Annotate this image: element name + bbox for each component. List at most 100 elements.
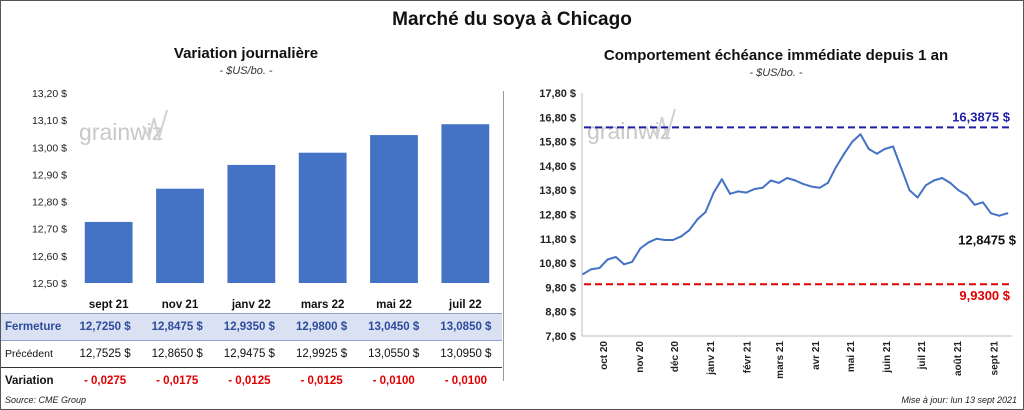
data-point <box>843 152 846 155</box>
x-tick-label: avr 21 <box>811 341 822 370</box>
table-cell: - 0,0175 <box>141 367 214 394</box>
left-chart-title: Variation journalière <box>173 45 319 62</box>
data-point <box>704 211 707 214</box>
table-cell: 12,7250 $ <box>69 313 142 341</box>
table-row-variation: Variation - 0,0275 - 0,0175 - 0,0125 - 0… <box>1 367 502 394</box>
y-tick-label: 8,80 $ <box>545 307 576 319</box>
x-tick-label: nov 21 <box>162 299 199 311</box>
data-point <box>990 212 993 215</box>
data-point <box>614 256 617 259</box>
y-tick-label: 11,80 $ <box>540 234 576 246</box>
table-row-close: Fermeture 12,7250 $ 12,8475 $ 12,9350 $ … <box>1 313 502 341</box>
y-tick-label: 13,00 $ <box>32 142 67 154</box>
table-cell: 13,0850 $ <box>429 313 502 341</box>
data-point <box>753 187 756 190</box>
table-cell: 12,8650 $ <box>151 348 203 360</box>
data-point <box>981 201 984 204</box>
x-tick-label: févr 21 <box>742 341 753 374</box>
grainwiz-watermark: grainwiz <box>79 109 168 145</box>
data-point <box>957 189 960 192</box>
y-tick-label: 12,60 $ <box>32 251 67 263</box>
x-tick-label: juil 21 <box>917 341 928 371</box>
table-cell: 12,9475 $ <box>223 348 275 360</box>
y-tick-label: 13,20 $ <box>32 88 67 100</box>
data-point <box>737 190 740 193</box>
data-point <box>688 229 691 232</box>
data-point <box>835 166 838 169</box>
data-point <box>949 181 952 184</box>
x-tick-label: janv 21 <box>706 341 717 376</box>
x-tick-label: mai 21 <box>846 341 857 373</box>
data-point <box>900 167 903 170</box>
x-tick-label: mars 22 <box>301 299 344 311</box>
min-reference-label: 9,9300 $ <box>959 288 1010 303</box>
line-chart: grainwiz 7,80 $ 8,80 $ 9,80 $ 10,80 $ 11,80 $… <box>539 88 1017 379</box>
data-point <box>786 177 789 180</box>
data-point <box>802 183 805 186</box>
data-point <box>663 239 666 242</box>
y-tick-label: 12,50 $ <box>32 278 67 290</box>
table-cell: 13,0950 $ <box>440 348 492 360</box>
data-point <box>892 145 895 148</box>
data-point <box>875 152 878 155</box>
table-cell: - 0,0100 <box>357 367 430 394</box>
bar <box>370 135 418 283</box>
table-cell: - 0,0125 <box>213 367 286 394</box>
source-note: Source: CME Group <box>5 395 87 405</box>
x-tick-label: janv 22 <box>231 299 271 311</box>
table-cell: - 0,0125 <box>285 367 358 394</box>
data-point <box>647 241 650 244</box>
table-cell: 12,9800 $ <box>285 313 358 341</box>
watermark-mark <box>650 108 676 141</box>
data-point <box>761 186 764 189</box>
row-label: Fermeture <box>1 313 69 341</box>
data-point <box>818 186 821 189</box>
data-point <box>998 214 1001 217</box>
x-tick-label: mars 21 <box>775 341 786 379</box>
table-cell: 13,0450 $ <box>357 313 430 341</box>
x-tick-label: sept 21 <box>89 299 129 311</box>
right-chart-title: Comportement échéance immédiate depuis 1… <box>603 47 949 64</box>
x-tick-label: juin 21 <box>882 341 893 374</box>
y-tick-label: 10,80 $ <box>539 258 576 270</box>
data-point <box>598 266 601 269</box>
table-cell: 12,8475 $ <box>141 313 214 341</box>
last-value-label: 12,8475 $ <box>958 233 1017 248</box>
y-tick-label: 12,80 $ <box>32 197 67 209</box>
table-cell: 12,7525 $ <box>79 348 131 360</box>
x-tick-label: août 21 <box>953 341 964 376</box>
bar-chart: grainwiz 12,50 $ 12,60 $ 12,70 $ 12,80 $ 12,9… <box>32 88 490 311</box>
data-point <box>851 140 854 143</box>
data-point <box>639 247 642 250</box>
bar <box>227 164 276 283</box>
left-chart-subtitle: - $US/bo. - <box>219 65 273 77</box>
data-point <box>671 239 674 242</box>
panel-divider <box>503 91 504 381</box>
bar <box>84 221 133 283</box>
table-cell: 12,9925 $ <box>295 348 348 360</box>
data-point <box>680 235 683 238</box>
price-table: Fermeture 12,7250 $ 12,8475 $ 12,9350 $ … <box>1 313 502 394</box>
data-point <box>1006 212 1009 215</box>
data-point <box>810 185 813 188</box>
data-point <box>712 191 715 194</box>
x-tick-label: juil 22 <box>448 299 482 311</box>
data-point <box>867 147 870 150</box>
data-point <box>826 181 829 184</box>
y-tick-label: 15,80 $ <box>539 137 576 149</box>
table-row-previous: Précédent 12,7525 $ 12,8650 $ 12,9475 $ … <box>1 341 502 368</box>
x-tick-label: oct 20 <box>599 341 610 370</box>
watermark-mark <box>142 109 168 142</box>
y-tick-label: 9,80 $ <box>545 282 576 294</box>
data-point <box>973 203 976 206</box>
data-point <box>631 260 634 263</box>
bar <box>156 188 204 283</box>
y-tick-label: 7,80 $ <box>545 331 576 343</box>
y-tick-label: 12,70 $ <box>32 224 67 236</box>
data-point <box>965 194 968 197</box>
x-tick-label: mai 22 <box>376 299 412 311</box>
data-point <box>916 196 919 199</box>
y-tick-label: 14,80 $ <box>539 161 576 173</box>
x-tick-label: sept 21 <box>989 341 1000 376</box>
